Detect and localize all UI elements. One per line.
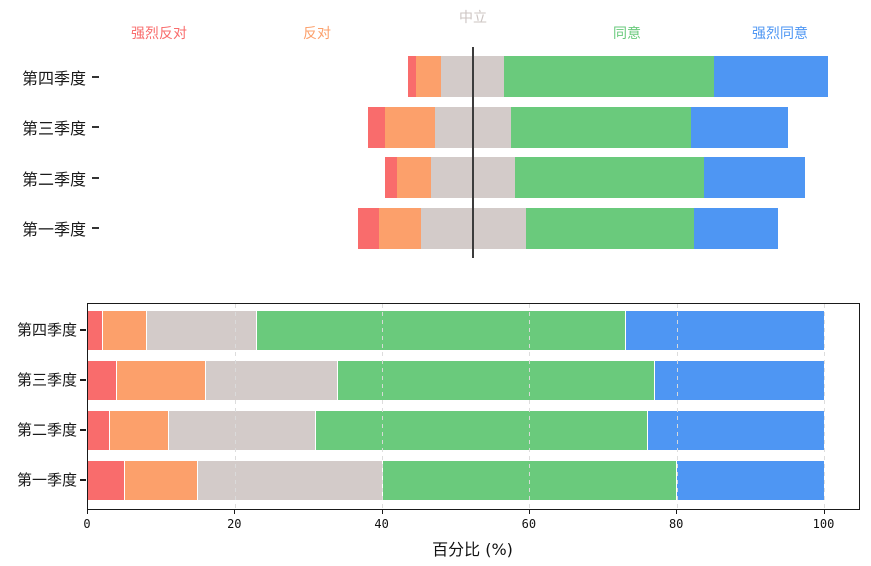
category-label-top-0: 第四季度: [0, 56, 99, 97]
xtick-label-0: 0: [83, 517, 91, 531]
segment-中立: [146, 311, 258, 350]
legend-label-strongly_agree: 强烈同意: [752, 26, 808, 42]
segment-强烈反对: [88, 361, 118, 400]
xtick-mark-100: [823, 509, 825, 514]
stacked-bar-row-1: [88, 361, 825, 400]
gridline-100: [824, 304, 825, 509]
stacked-bar-row-2: [88, 411, 825, 450]
ytick-mark: [80, 378, 86, 381]
category-label-top-3: 第一季度: [0, 208, 99, 249]
legend-label-agree: 同意: [613, 26, 641, 42]
xtick-label-60: 60: [521, 517, 537, 531]
segment-中立: [205, 361, 339, 400]
ytick-mark: [80, 328, 86, 331]
stacked-percentage-chart: 第四季度第三季度第二季度第一季度 0 20 40 60 80 100 百分比 (%): [0, 280, 871, 566]
xtick-mark-60: [528, 509, 530, 514]
xtick-label-80: 80: [668, 517, 684, 531]
ytick-mark: [92, 227, 99, 229]
xtick-mark-0: [87, 509, 88, 514]
segment-反对: [117, 361, 206, 400]
stacked-bar-row-0: [88, 311, 825, 350]
category-label-text: 第二季度: [21, 169, 86, 189]
gridline-80: [676, 304, 678, 509]
segment-强烈同意: [691, 106, 788, 148]
segment-强烈同意: [647, 411, 825, 450]
segment-反对: [384, 106, 436, 148]
ytick-mark: [80, 478, 86, 481]
ytick-mark: [92, 176, 99, 179]
segment-反对: [378, 207, 421, 249]
category-label-top-1: 第三季度: [0, 107, 99, 148]
category-label-bottom-1: 第三季度: [16, 371, 77, 389]
x-axis-title: 百分比 (%): [432, 540, 513, 559]
legend-label-strongly_disagree: 强烈反对: [131, 26, 187, 42]
diverging-likert-chart: 强烈反对 反对 中立同意 强烈同意第四季度第三季度第二季度第一季度: [0, 0, 871, 270]
segment-强烈反对: [88, 411, 111, 450]
segment-强烈反对: [88, 461, 125, 500]
ytick-mark: [80, 428, 86, 431]
ytick-mark: [92, 75, 99, 78]
legend-label-disagree: 反对: [303, 26, 331, 42]
plot-area: [87, 303, 860, 510]
stacked-bar-row-3: [88, 461, 825, 500]
likert-bar-row-0: [407, 56, 828, 97]
category-label-bottom-2: 第二季度: [16, 421, 77, 439]
xtick-label-20: 20: [227, 517, 242, 531]
xtick-mark-20: [234, 509, 236, 514]
category-label-top-2: 第二季度: [0, 157, 99, 198]
xtick-label-100: 100: [812, 517, 835, 531]
segment-强烈同意: [625, 311, 825, 350]
segment-同意: [316, 411, 648, 450]
segment-反对: [110, 411, 169, 450]
segment-强烈同意: [655, 361, 825, 400]
segment-同意: [504, 56, 715, 97]
likert-bar-row-2: [384, 157, 805, 198]
segment-反对: [416, 56, 442, 97]
category-label-text: 第四季度: [21, 68, 86, 88]
segment-同意: [514, 157, 704, 198]
category-label-text: 第三季度: [21, 119, 86, 138]
segment-中立: [169, 411, 317, 450]
gridline-60: [529, 304, 531, 509]
category-label-bottom-0: 第四季度: [16, 321, 77, 339]
segment-同意: [338, 361, 656, 400]
segment-同意: [525, 207, 694, 249]
segment-强烈反对: [368, 106, 385, 148]
segment-强烈反对: [357, 207, 379, 249]
segment-强烈同意: [714, 56, 828, 97]
segment-强烈同意: [703, 157, 805, 198]
xtick-mark-40: [381, 509, 383, 514]
segment-反对: [124, 461, 199, 500]
segment-强烈反对: [407, 56, 417, 97]
segment-反对: [397, 157, 431, 198]
xtick-mark-80: [676, 509, 678, 514]
segment-强烈反对: [88, 311, 103, 350]
category-label-text: 第一季度: [21, 220, 86, 239]
gridline-40: [382, 304, 384, 509]
segment-强烈反对: [384, 157, 398, 198]
segment-反对: [102, 311, 147, 350]
segment-同意: [257, 311, 626, 350]
segment-强烈同意: [677, 461, 825, 500]
segment-中立: [198, 461, 383, 500]
segment-同意: [510, 106, 692, 148]
likert-bar-row-1: [368, 106, 788, 148]
neutral-axis-line: [472, 47, 474, 258]
likert-bar-row-3: [357, 207, 778, 249]
category-label-bottom-3: 第一季度: [16, 471, 77, 489]
xtick-label-40: 40: [374, 517, 389, 531]
segment-强烈同意: [693, 207, 778, 249]
legend-label-neutral: 中立: [459, 10, 487, 26]
gridline-20: [234, 304, 236, 509]
ytick-mark: [92, 126, 99, 128]
